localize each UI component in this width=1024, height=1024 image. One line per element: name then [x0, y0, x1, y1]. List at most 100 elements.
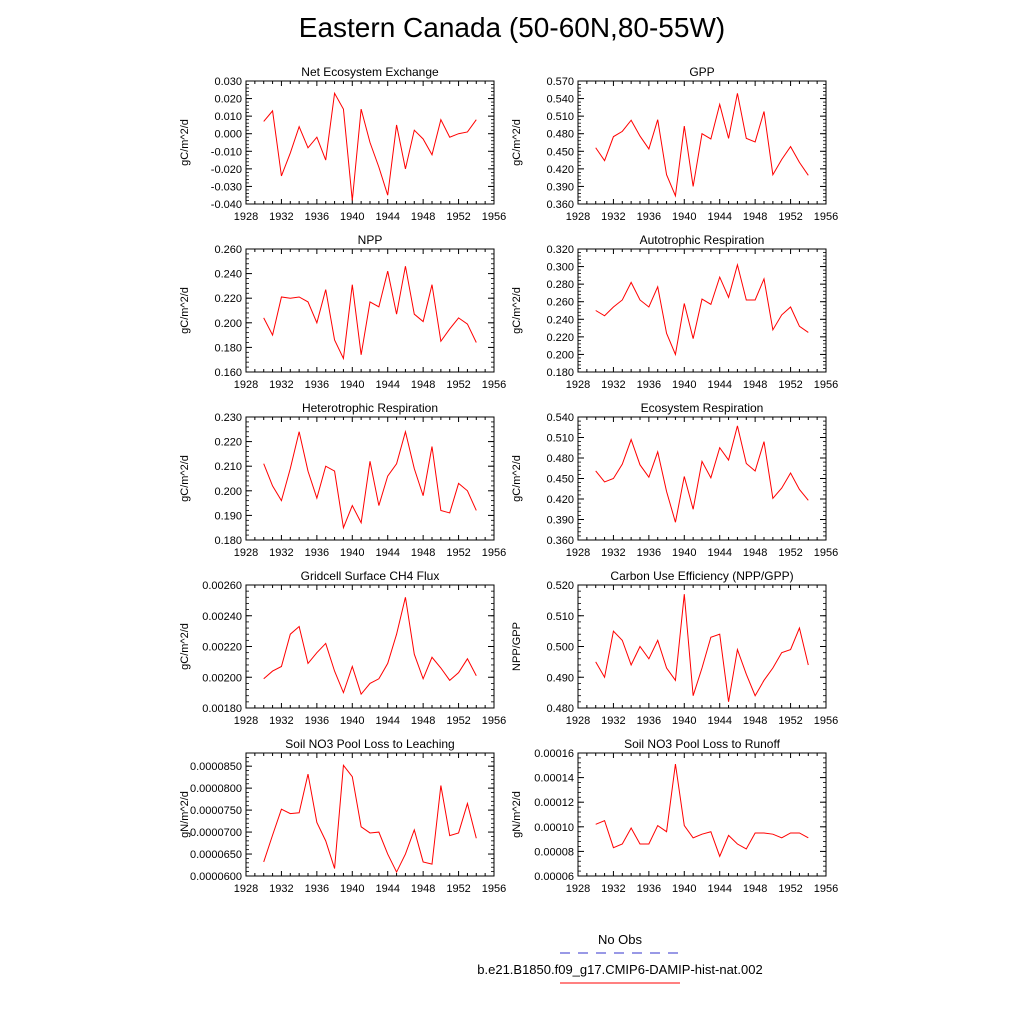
y-tick-label: 0.420 — [546, 164, 574, 176]
y-tick-label: 0.420 — [546, 494, 574, 506]
y-tick-label: 0.180 — [214, 535, 242, 547]
x-tick-label: 1944 — [707, 547, 731, 559]
x-tick-label: 1932 — [601, 883, 625, 895]
x-tick-label: 1948 — [411, 547, 435, 559]
x-tick-label: 1948 — [411, 883, 435, 895]
y-tick-label: 0.520 — [546, 580, 574, 592]
panel-title: Autotrophic Respiration — [640, 233, 765, 247]
x-tick-label: 1928 — [566, 883, 590, 895]
x-tick-label: 1944 — [707, 211, 731, 223]
y-tick-label: 0.300 — [546, 262, 574, 274]
y-axis-label: gC/m^2/d — [179, 119, 191, 166]
plot-frame — [577, 752, 827, 877]
x-tick-label: 1940 — [340, 379, 364, 391]
x-tick-label: 1948 — [743, 883, 767, 895]
x-tick-label: 1956 — [482, 547, 506, 559]
y-axis-label: gC/m^2/d — [179, 623, 191, 670]
x-tick-label: 1948 — [743, 211, 767, 223]
x-tick-label: 1944 — [375, 715, 399, 727]
y-axis-label: gC/m^2/d — [179, 455, 191, 502]
series-line — [263, 429, 477, 530]
y-tick-label: 0.00010 — [534, 822, 574, 834]
y-tick-label: -0.040 — [211, 199, 242, 211]
x-tick-label: 1928 — [566, 211, 590, 223]
plot-frame — [245, 584, 495, 709]
panel-title: Heterotrophic Respiration — [302, 401, 438, 415]
y-tick-label: 0.0000850 — [190, 761, 242, 773]
y-tick-label: 0.220 — [214, 293, 242, 305]
series-line — [263, 763, 477, 874]
y-tick-label: -0.010 — [211, 146, 242, 158]
plot-frame — [245, 248, 495, 373]
y-tick-label: 0.00260 — [202, 580, 242, 592]
x-tick-label: 1940 — [340, 547, 364, 559]
panel-3: NPP gC/m^2/d 1928 1932 1936 1940 1944 1948 1952 1… — [179, 233, 506, 391]
panel-7: Gridcell Surface CH4 Flux gC/m^2/d 1928 193… — [179, 569, 506, 727]
x-tick-label: 1956 — [814, 883, 838, 895]
y-tick-label: 0.510 — [546, 111, 574, 123]
x-tick-label: 1944 — [707, 883, 731, 895]
x-tick-label: 1948 — [743, 379, 767, 391]
panel-6: Ecosystem Respiration gC/m^2/d 1928 1932 193… — [511, 401, 838, 559]
x-tick-label: 1932 — [269, 715, 293, 727]
plot-frame — [577, 80, 827, 205]
x-tick-label: 1944 — [707, 379, 731, 391]
x-tick-label: 1928 — [566, 547, 590, 559]
x-tick-label: 1932 — [601, 547, 625, 559]
y-tick-label: 0.540 — [546, 412, 574, 424]
y-tick-label: 0.570 — [546, 76, 574, 88]
x-tick-label: 1952 — [446, 547, 470, 559]
x-tick-label: 1932 — [269, 211, 293, 223]
x-tick-label: 1940 — [672, 883, 696, 895]
y-tick-label: 0.190 — [214, 510, 242, 522]
y-axis-label: gN/m^2/d — [179, 791, 191, 838]
x-tick-label: 1948 — [743, 547, 767, 559]
y-tick-label: 0.220 — [546, 332, 574, 344]
y-tick-label: 0.240 — [214, 269, 242, 281]
x-tick-label: 1928 — [566, 379, 590, 391]
y-tick-label: 0.450 — [546, 146, 574, 158]
x-tick-label: 1956 — [482, 715, 506, 727]
x-tick-label: 1928 — [566, 715, 590, 727]
y-tick-label: 0.280 — [546, 279, 574, 291]
x-tick-label: 1928 — [234, 211, 258, 223]
x-tick-label: 1948 — [411, 715, 435, 727]
x-tick-label: 1936 — [305, 715, 329, 727]
y-tick-label: 0.390 — [546, 181, 574, 193]
x-tick-label: 1952 — [446, 715, 470, 727]
panel-title: NPP — [358, 233, 383, 247]
y-tick-label: 0.210 — [214, 461, 242, 473]
y-tick-label: 0.00220 — [202, 642, 242, 654]
y-tick-label: 0.00200 — [202, 672, 242, 684]
x-tick-label: 1936 — [305, 547, 329, 559]
panel-5: Heterotrophic Respiration gC/m^2/d 1928 193… — [179, 401, 506, 559]
x-tick-label: 1948 — [743, 715, 767, 727]
series-line — [595, 594, 809, 702]
x-tick-label: 1928 — [234, 547, 258, 559]
y-tick-label: 0.00006 — [534, 871, 574, 883]
y-tick-label: 0.510 — [546, 433, 574, 445]
y-tick-label: 0.180 — [214, 342, 242, 354]
x-tick-label: 1932 — [601, 379, 625, 391]
plot-frame — [245, 752, 495, 877]
x-tick-label: 1952 — [778, 547, 802, 559]
x-tick-label: 1952 — [778, 211, 802, 223]
x-tick-label: 1932 — [269, 547, 293, 559]
panel-title: Ecosystem Respiration — [641, 401, 764, 415]
x-tick-label: 1940 — [340, 211, 364, 223]
x-tick-label: 1940 — [672, 211, 696, 223]
y-axis-label: gC/m^2/d — [511, 119, 523, 166]
x-tick-label: 1944 — [375, 379, 399, 391]
panel-title: Gridcell Surface CH4 Flux — [301, 569, 440, 583]
y-axis-label: gC/m^2/d — [179, 287, 191, 334]
x-tick-label: 1940 — [672, 715, 696, 727]
y-tick-label: 0.260 — [214, 244, 242, 256]
y-tick-label: 0.200 — [546, 349, 574, 361]
y-tick-label: -0.030 — [211, 181, 242, 193]
series-line — [595, 425, 809, 523]
y-tick-label: 0.0000700 — [190, 827, 242, 839]
y-tick-label: 0.230 — [214, 412, 242, 424]
y-tick-label: 0.480 — [546, 703, 574, 715]
x-tick-label: 1940 — [340, 883, 364, 895]
y-tick-label: 0.00180 — [202, 703, 242, 715]
